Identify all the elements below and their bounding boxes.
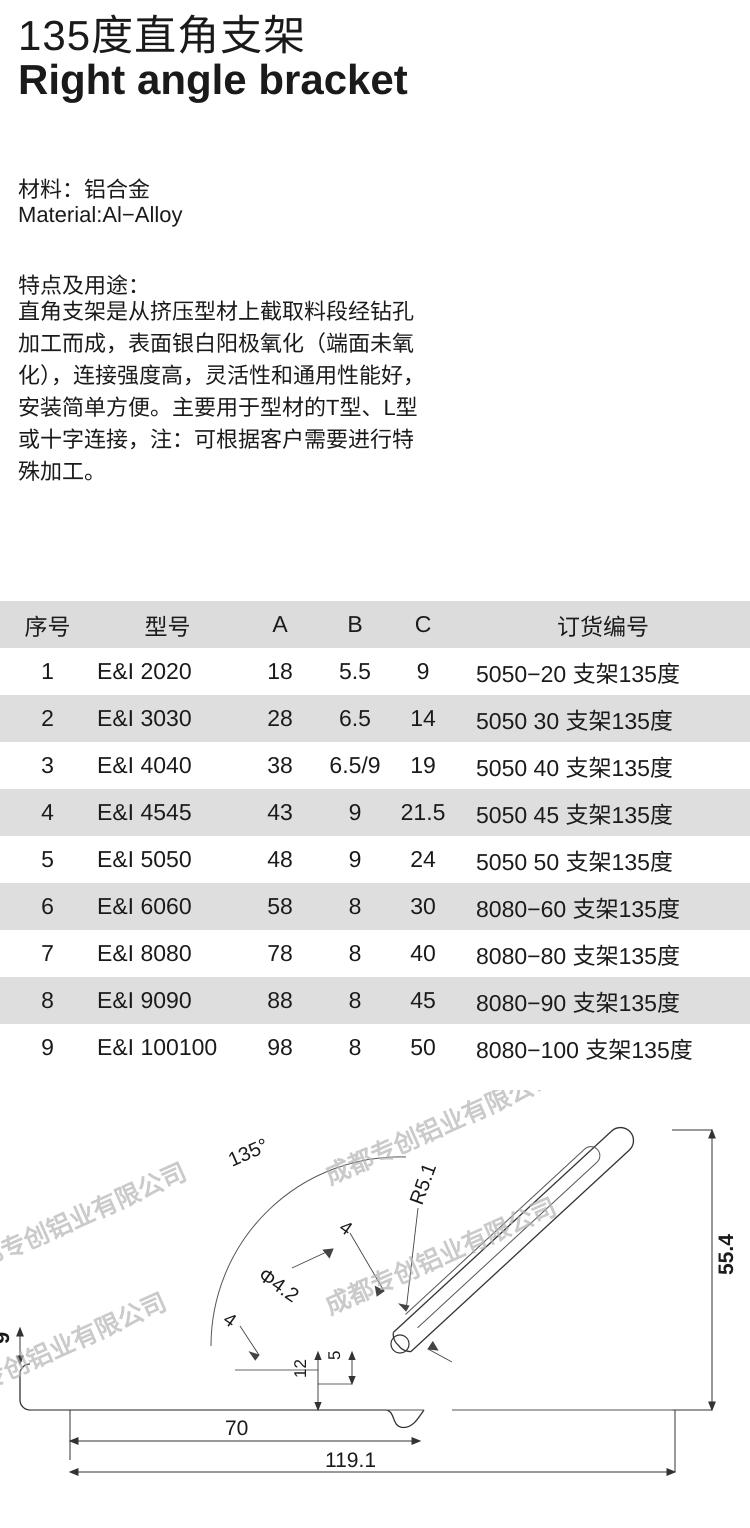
svg-text:成都专创铝业有限公司: 成都专创铝业有限公司 xyxy=(321,1090,561,1190)
svg-text:R5.1: R5.1 xyxy=(406,1160,441,1207)
svg-text:9: 9 xyxy=(0,1332,14,1344)
svg-text:70: 70 xyxy=(225,1417,248,1440)
svg-text:55.4: 55.4 xyxy=(715,1234,738,1275)
svg-text:135°: 135° xyxy=(225,1135,272,1172)
svg-text:12: 12 xyxy=(291,1359,310,1378)
svg-text:5: 5 xyxy=(325,1351,344,1360)
svg-text:4: 4 xyxy=(219,1309,240,1333)
svg-text:119.1: 119.1 xyxy=(325,1449,376,1472)
svg-text:成都专创铝业有限公司: 成都专创铝业有限公司 xyxy=(0,1158,191,1285)
svg-text:4: 4 xyxy=(335,1217,356,1241)
svg-text:Φ4.2: Φ4.2 xyxy=(254,1264,302,1307)
